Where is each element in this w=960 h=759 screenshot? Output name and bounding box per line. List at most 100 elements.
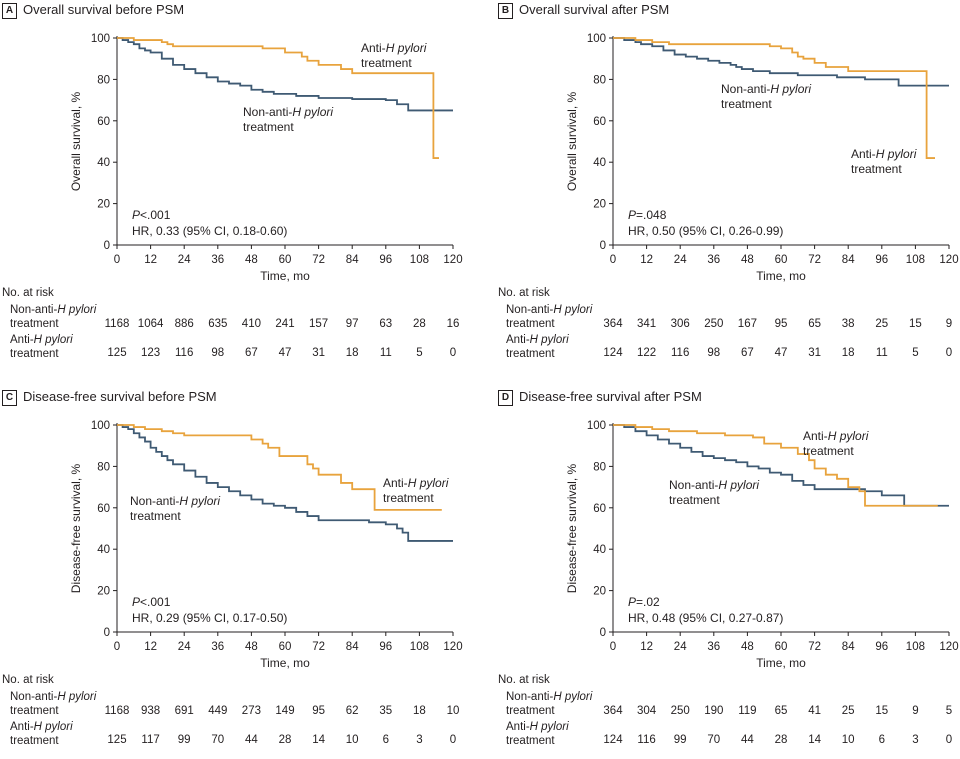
risk-value: 149: [275, 705, 295, 717]
panel-title-text: Disease-free survival before PSM: [23, 389, 217, 404]
x-tick-label: 48: [245, 641, 258, 653]
survival-curve-anti: [613, 37, 935, 159]
x-tick-label: 72: [312, 641, 325, 653]
x-tick-label: 84: [842, 254, 855, 266]
curve-label: Non-anti-H pylori: [721, 82, 811, 96]
risk-value: 15: [908, 318, 922, 330]
survival-curve-anti: [117, 37, 439, 159]
risk-value: 62: [345, 705, 359, 717]
risk-row-label-non-anti: Non-anti-H pylori treatment: [506, 304, 593, 330]
panel-title-text: Disease-free survival after PSM: [519, 389, 702, 404]
x-tick-label: 36: [707, 641, 720, 653]
risk-value: 9: [945, 318, 953, 330]
y-tick-label: 80: [593, 461, 606, 473]
risk-value: 31: [808, 347, 821, 359]
x-tick-label: 48: [741, 254, 754, 266]
panel-letter: C: [2, 390, 17, 406]
y-axis-label: Disease-free survival, %: [69, 463, 83, 593]
km-chart: 0 20 40 60 80 100 0 12 24 36 48 60 72 84 96 108 120 Time,…: [69, 33, 463, 283]
panel-letter: A: [2, 3, 17, 19]
x-tick-label: 60: [279, 641, 292, 653]
y-tick-label: 0: [104, 627, 110, 639]
panel-b: B Overall survival after PSM 0 20 40 60 80 100…: [496, 0, 960, 372]
risk-value: 250: [670, 705, 690, 717]
x-tick-label: 12: [640, 254, 653, 266]
risk-row-anti: 124 116 99 70 44 28 14 10 6 3 0: [496, 734, 960, 748]
risk-value: 25: [841, 705, 855, 717]
y-tick-label: 20: [97, 586, 110, 598]
km-chart: 0 20 40 60 80 100 0 12 24 36 48 60 72 84 96 108 120 Time,…: [69, 420, 463, 670]
risk-value: 125: [107, 734, 127, 746]
curve-label-line2: treatment: [851, 162, 902, 176]
x-axis-label: Time, mo: [756, 269, 806, 283]
risk-value: 0: [449, 734, 457, 746]
risk-value: 167: [737, 318, 757, 330]
survival-curve-non-anti: [613, 424, 949, 507]
survival-curve-non-anti: [117, 37, 453, 112]
x-tick-label: 120: [443, 254, 462, 266]
risk-value: 31: [312, 347, 325, 359]
risk-value: 95: [774, 318, 788, 330]
risk-row-anti: 125 117 99 70 44 28 14 10 6 3 0: [0, 734, 470, 748]
x-tick-label: 72: [808, 641, 821, 653]
x-tick-label: 108: [906, 641, 925, 653]
risk-table-title: No. at risk: [2, 674, 54, 686]
risk-value: 117: [141, 734, 160, 746]
curve-label-line2: treatment: [803, 444, 854, 458]
y-tick-label: 100: [587, 33, 606, 45]
x-tick-label: 84: [346, 641, 359, 653]
risk-value: 47: [774, 347, 788, 359]
curve-label: Anti-H pylori: [383, 476, 449, 490]
risk-value: 635: [208, 318, 228, 330]
risk-value: 1064: [137, 318, 164, 330]
risk-value: 63: [379, 318, 393, 330]
hazard-ratio: HR, 0.48 (95% CI, 0.27-0.87): [628, 611, 783, 625]
risk-value: 41: [808, 705, 821, 717]
risk-value: 449: [208, 705, 228, 717]
x-tick-label: 60: [775, 641, 788, 653]
panel-title: B Overall survival after PSM: [498, 2, 669, 19]
y-tick-label: 100: [91, 33, 110, 45]
y-tick-label: 20: [593, 199, 606, 211]
y-tick-label: 80: [97, 74, 110, 86]
risk-value: 65: [774, 705, 788, 717]
y-tick-label: 60: [593, 503, 606, 515]
risk-value: 98: [707, 347, 721, 359]
risk-value: 304: [637, 705, 657, 717]
risk-value: 99: [673, 734, 687, 746]
p-value: P<.001: [132, 595, 171, 609]
panel-c: C Disease-free survival before PSM 0 20 40 6…: [0, 387, 470, 759]
survival-curve-anti: [613, 424, 938, 507]
panel-d: D Disease-free survival after PSM 0 20 40 60…: [496, 387, 960, 759]
risk-value: 28: [774, 734, 788, 746]
y-tick-label: 80: [593, 74, 606, 86]
x-tick-label: 84: [842, 641, 855, 653]
x-tick-label: 108: [410, 641, 429, 653]
x-tick-label: 24: [674, 641, 687, 653]
curve-label: Anti-H pylori: [851, 147, 917, 161]
risk-value: 886: [174, 318, 194, 330]
risk-value: 3: [912, 734, 919, 746]
panel-a: A Overall survival before PSM 0 20 40 60 80 10…: [0, 0, 470, 372]
risk-row-label-anti: Anti-H pylori treatment: [506, 334, 569, 360]
x-tick-label: 108: [410, 254, 429, 266]
curve-label: Non-anti-H pylori: [130, 494, 220, 508]
risk-value: 70: [707, 734, 721, 746]
risk-value: 67: [244, 347, 258, 359]
x-tick-label: 120: [939, 254, 958, 266]
risk-value: 123: [141, 347, 161, 359]
curve-label: Non-anti-H pylori: [243, 105, 333, 119]
risk-value: 14: [808, 734, 821, 746]
x-tick-label: 96: [875, 641, 888, 653]
risk-value: 10: [841, 734, 855, 746]
panel-letter: D: [498, 390, 513, 406]
hazard-ratio: HR, 0.29 (95% CI, 0.17-0.50): [132, 611, 287, 625]
risk-value: 410: [241, 318, 261, 330]
risk-value: 16: [446, 318, 460, 330]
risk-value: 25: [875, 318, 889, 330]
risk-value: 190: [704, 705, 724, 717]
panel-title: A Overall survival before PSM: [2, 2, 184, 19]
risk-value: 364: [603, 705, 623, 717]
risk-value: 938: [141, 705, 161, 717]
y-axis-label: Overall survival, %: [565, 91, 579, 191]
